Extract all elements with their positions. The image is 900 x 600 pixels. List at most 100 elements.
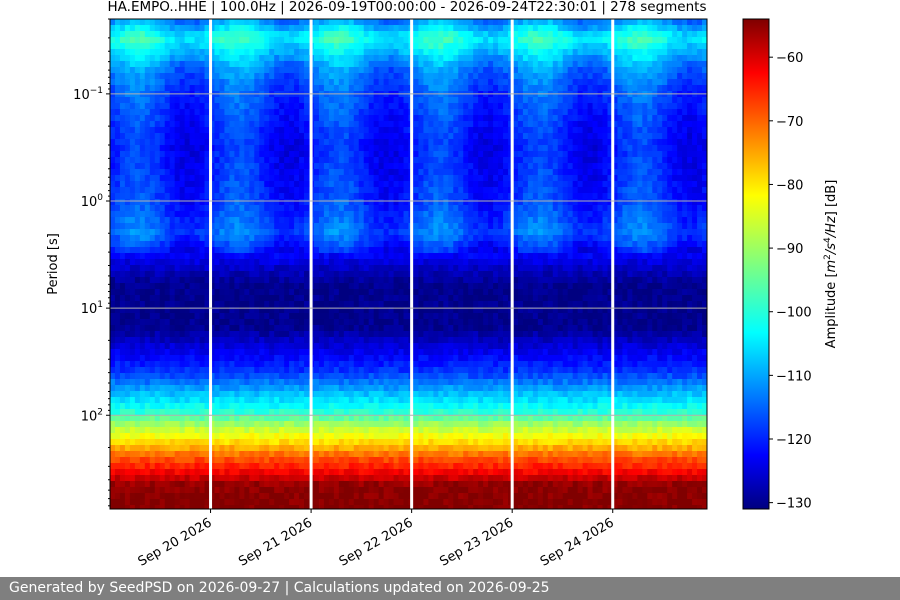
heatmap-cell bbox=[378, 109, 385, 116]
heatmap-cell bbox=[154, 103, 161, 110]
heatmap-cell bbox=[557, 79, 564, 86]
heatmap-cell bbox=[184, 145, 191, 152]
heatmap-cell bbox=[438, 175, 444, 182]
heatmap-cell bbox=[577, 241, 584, 248]
heatmap-cell bbox=[483, 67, 489, 74]
heatmap-cell bbox=[284, 97, 290, 104]
heatmap-cell bbox=[318, 133, 325, 140]
heatmap-cell bbox=[622, 115, 628, 122]
heatmap-cell bbox=[114, 217, 121, 224]
heatmap-cell bbox=[637, 193, 643, 200]
heatmap-cell bbox=[184, 97, 191, 104]
heatmap-cell bbox=[557, 211, 564, 218]
heatmap-cell bbox=[532, 223, 539, 230]
heatmap-cell bbox=[139, 115, 146, 122]
heatmap-cell bbox=[468, 97, 474, 104]
heatmap-cell bbox=[338, 265, 345, 272]
heatmap-cell bbox=[567, 49, 574, 56]
heatmap-cell bbox=[398, 97, 405, 104]
heatmap-cell bbox=[617, 109, 624, 116]
heatmap-cell bbox=[144, 199, 151, 206]
heatmap-cell bbox=[129, 193, 136, 200]
heatmap-cell bbox=[110, 103, 116, 110]
heatmap-cell bbox=[622, 169, 628, 176]
heatmap-cell bbox=[527, 157, 534, 164]
heatmap-cell bbox=[313, 31, 320, 38]
heatmap-cell bbox=[622, 19, 628, 26]
heatmap-cell bbox=[353, 223, 360, 230]
heatmap-cell bbox=[229, 133, 235, 140]
heatmap-cell bbox=[672, 229, 678, 236]
heatmap-cell bbox=[527, 175, 534, 182]
heatmap-cell bbox=[677, 193, 683, 200]
heatmap-cell bbox=[294, 55, 300, 62]
heatmap-cell bbox=[617, 199, 624, 206]
heatmap-cell bbox=[179, 73, 186, 80]
heatmap-cell bbox=[692, 79, 698, 86]
heatmap-cell bbox=[304, 145, 310, 152]
heatmap-cell bbox=[413, 139, 420, 146]
heatmap-cell bbox=[189, 259, 196, 266]
heatmap-cell bbox=[304, 133, 310, 140]
heatmap-cell bbox=[154, 73, 161, 80]
heatmap-cell bbox=[662, 121, 668, 128]
heatmap-cell bbox=[527, 37, 534, 44]
heatmap-cell bbox=[373, 73, 380, 80]
heatmap-cell bbox=[607, 31, 614, 38]
heatmap-cell bbox=[264, 151, 270, 158]
heatmap-cell bbox=[289, 229, 295, 236]
heatmap-cell bbox=[164, 151, 171, 158]
heatmap-cell bbox=[463, 163, 469, 170]
heatmap-cell bbox=[413, 43, 420, 50]
heatmap-cell bbox=[244, 151, 250, 158]
heatmap-cell bbox=[458, 121, 464, 128]
heatmap-cell bbox=[532, 235, 539, 242]
heatmap-cell bbox=[692, 139, 698, 146]
heatmap-cell bbox=[642, 217, 648, 224]
heatmap-cell bbox=[124, 205, 131, 212]
heatmap-cell bbox=[139, 211, 146, 218]
heatmap-cell bbox=[433, 67, 439, 74]
heatmap-cell bbox=[532, 145, 539, 152]
heatmap-cell bbox=[572, 217, 579, 224]
heatmap-cell bbox=[423, 145, 429, 152]
heatmap-cell bbox=[299, 157, 305, 164]
heatmap-cell bbox=[209, 79, 216, 86]
heatmap-cell bbox=[373, 103, 380, 110]
heatmap-cell bbox=[119, 259, 126, 266]
heatmap-cell bbox=[358, 241, 365, 248]
heatmap-cell bbox=[423, 211, 429, 218]
heatmap-cell bbox=[602, 55, 609, 62]
heatmap-cell bbox=[289, 97, 295, 104]
heatmap-cell bbox=[503, 229, 509, 236]
heatmap-cell bbox=[214, 199, 221, 206]
heatmap-cell bbox=[358, 121, 365, 128]
heatmap-cell bbox=[328, 145, 335, 152]
heatmap-cell bbox=[567, 157, 574, 164]
heatmap-cell bbox=[174, 43, 181, 50]
heatmap-cell bbox=[503, 247, 509, 254]
heatmap-cell bbox=[199, 79, 206, 86]
heatmap-cell bbox=[343, 133, 350, 140]
heatmap-cell bbox=[572, 211, 579, 218]
heatmap-cell bbox=[134, 115, 141, 122]
heatmap-cell bbox=[323, 187, 330, 194]
heatmap-cell bbox=[617, 25, 624, 32]
heatmap-cell bbox=[403, 265, 410, 272]
heatmap-cell bbox=[289, 247, 295, 254]
heatmap-cell bbox=[547, 19, 554, 26]
heatmap-cell bbox=[597, 235, 604, 242]
heatmap-cell bbox=[274, 151, 280, 158]
heatmap-cell bbox=[269, 235, 275, 242]
heatmap-cell bbox=[542, 217, 549, 224]
heatmap-cell bbox=[343, 217, 350, 224]
heatmap-cell bbox=[642, 73, 648, 80]
heatmap-cell bbox=[438, 253, 444, 260]
heatmap-cell bbox=[652, 259, 658, 266]
heatmap-cell bbox=[592, 193, 599, 200]
heatmap-cell bbox=[657, 181, 663, 188]
heatmap-cell bbox=[289, 139, 295, 146]
heatmap-cell bbox=[189, 109, 196, 116]
heatmap-cell bbox=[219, 163, 226, 170]
heatmap-cell bbox=[612, 121, 619, 128]
